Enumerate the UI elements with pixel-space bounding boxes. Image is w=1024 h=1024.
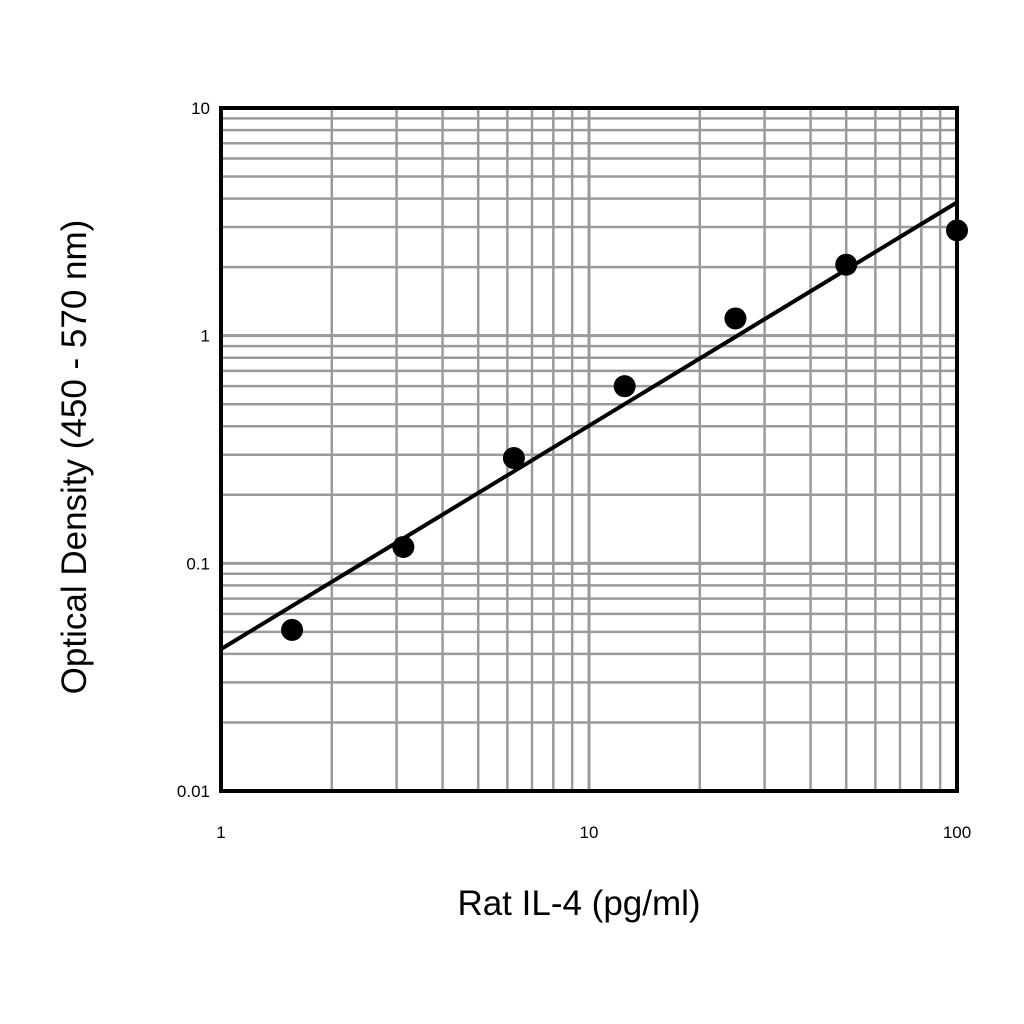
y-tick-label: 1 xyxy=(201,327,210,346)
data-point xyxy=(502,447,525,470)
fit-line-layer xyxy=(219,200,959,651)
data-point xyxy=(835,253,858,276)
data-point xyxy=(613,375,636,398)
fit-line xyxy=(219,200,959,651)
y-axis-title: Optical Density (450 - 570 nm) xyxy=(55,220,94,695)
y-tick-label: 10 xyxy=(191,99,210,118)
y-tick-label: 0.1 xyxy=(186,554,210,573)
data-point xyxy=(281,618,304,641)
x-tick-label: 100 xyxy=(943,823,971,842)
grid xyxy=(221,108,957,791)
data-point xyxy=(392,535,415,558)
data-points xyxy=(281,219,968,641)
x-axis-title: Rat IL-4 (pg/ml) xyxy=(457,884,700,923)
data-point xyxy=(724,307,747,330)
x-tick-label: 10 xyxy=(580,823,599,842)
x-tick-label: 1 xyxy=(216,823,225,842)
plot-frame xyxy=(219,106,959,793)
y-tick-label: 0.01 xyxy=(177,782,210,801)
tick-labels: 1 10 100 0.01 0.1 1 10 xyxy=(177,99,971,842)
